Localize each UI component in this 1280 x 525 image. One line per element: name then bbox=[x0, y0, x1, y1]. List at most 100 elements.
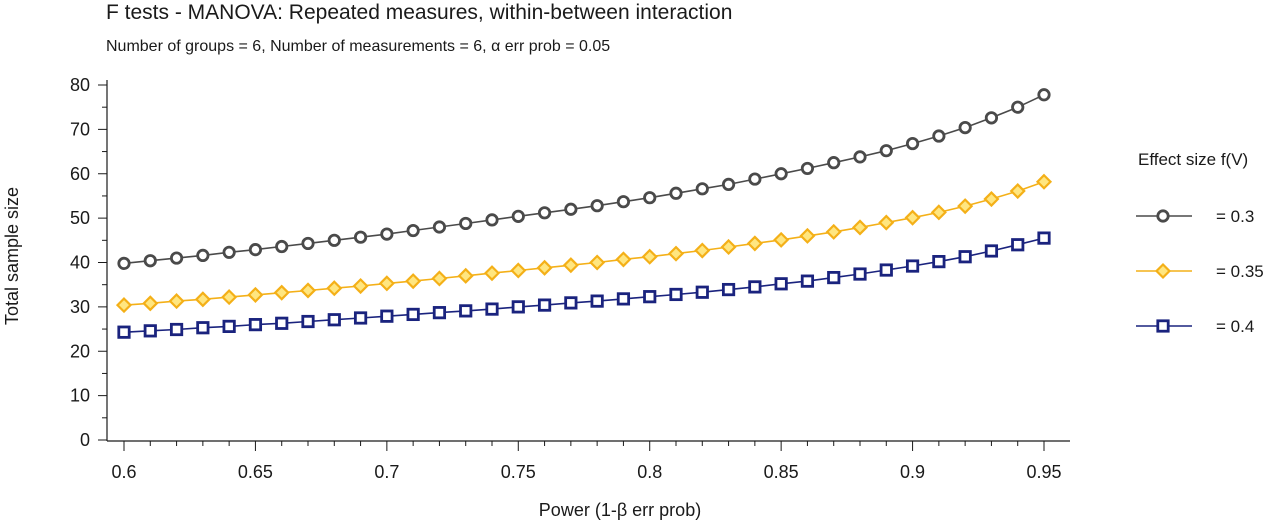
data-point bbox=[746, 235, 763, 252]
chart-title: F tests - MANOVA: Repeated measures, wit… bbox=[106, 1, 732, 24]
data-point bbox=[984, 111, 999, 125]
legend-label: = 0.4 bbox=[1216, 317, 1254, 336]
data-point bbox=[748, 172, 762, 186]
data-point bbox=[562, 257, 579, 274]
axes: 0 10 20 30 40 50 60 70 80 0.6 0.65 0.7 0.75 0.8 0.85 0.… bbox=[70, 75, 1070, 482]
data-point bbox=[169, 322, 184, 337]
y-tick-label: 60 bbox=[70, 164, 90, 184]
data-point bbox=[353, 230, 368, 244]
data-point bbox=[143, 254, 157, 268]
legend-title: Effect size f(V) bbox=[1138, 150, 1248, 169]
data-point bbox=[537, 206, 552, 220]
series-line bbox=[123, 94, 1045, 265]
y-tick-label: 50 bbox=[70, 208, 90, 228]
data-point bbox=[459, 304, 473, 318]
data-point bbox=[194, 291, 211, 308]
data-point bbox=[222, 245, 236, 259]
data-point bbox=[694, 242, 711, 259]
data-point bbox=[406, 307, 420, 322]
data-point bbox=[247, 286, 264, 303]
y-tick-label: 20 bbox=[70, 341, 90, 361]
data-point bbox=[774, 167, 788, 181]
data-point bbox=[932, 129, 946, 143]
data-point bbox=[643, 191, 657, 205]
x-tick-label: 0.95 bbox=[1026, 462, 1061, 482]
data-point bbox=[800, 274, 815, 288]
data-point bbox=[511, 209, 525, 223]
data-point bbox=[353, 311, 368, 325]
data-point bbox=[511, 300, 525, 314]
data-point bbox=[248, 243, 263, 257]
legend: Effect size f(V) = 0.3 = 0.35 = 0.4 bbox=[1136, 150, 1264, 336]
data-point bbox=[905, 136, 920, 151]
data-point bbox=[352, 277, 369, 295]
data-point bbox=[1035, 173, 1053, 190]
x-tick-label: 0.65 bbox=[238, 462, 273, 482]
data-point bbox=[825, 223, 842, 240]
data-point bbox=[1011, 100, 1025, 114]
data-point bbox=[485, 302, 499, 316]
data-point bbox=[431, 270, 448, 287]
data-point bbox=[853, 150, 867, 164]
x-axis-label: Power (1-β err prob) bbox=[539, 500, 701, 520]
data-point bbox=[932, 255, 946, 269]
data-point bbox=[1009, 183, 1026, 200]
data-point bbox=[799, 227, 816, 244]
data-point bbox=[641, 248, 658, 265]
data-point bbox=[327, 233, 341, 247]
data-point bbox=[248, 318, 263, 332]
legend-marker bbox=[1156, 319, 1170, 333]
x-tick-label: 0.9 bbox=[900, 462, 925, 482]
data-point bbox=[406, 223, 420, 238]
data-point bbox=[827, 156, 841, 170]
data-point bbox=[984, 244, 999, 258]
data-point bbox=[196, 248, 210, 262]
data-point bbox=[669, 186, 683, 200]
data-point bbox=[196, 321, 210, 335]
data-point bbox=[669, 287, 683, 302]
x-tick-label: 0.85 bbox=[764, 462, 799, 482]
data-point bbox=[168, 293, 185, 310]
data-point bbox=[774, 277, 788, 291]
data-point bbox=[301, 236, 315, 251]
data-point bbox=[564, 202, 578, 216]
legend-label: = 0.35 bbox=[1216, 262, 1264, 281]
legend-label: = 0.3 bbox=[1216, 207, 1254, 226]
series-line bbox=[123, 180, 1045, 306]
data-point bbox=[721, 177, 736, 191]
data-point bbox=[589, 254, 606, 271]
data-point bbox=[721, 282, 736, 297]
y-axis-label: Total sample size bbox=[2, 187, 22, 325]
x-tick-label: 0.6 bbox=[111, 462, 136, 482]
data-point bbox=[536, 259, 553, 276]
series-2 bbox=[115, 173, 1053, 314]
data-point bbox=[275, 239, 289, 254]
data-point bbox=[169, 251, 184, 265]
data-point bbox=[590, 199, 604, 213]
data-point bbox=[879, 144, 893, 158]
data-point bbox=[115, 297, 133, 314]
data-point bbox=[143, 324, 157, 338]
data-point bbox=[615, 251, 632, 268]
data-point bbox=[983, 190, 1000, 208]
data-point bbox=[904, 209, 921, 226]
data-point bbox=[720, 238, 737, 256]
data-point bbox=[299, 282, 317, 299]
data-point bbox=[380, 227, 394, 241]
x-tick-label: 0.8 bbox=[637, 462, 662, 482]
data-point bbox=[221, 289, 238, 306]
data-point bbox=[643, 290, 657, 304]
legend-marker bbox=[1154, 262, 1172, 280]
data-point bbox=[958, 250, 972, 264]
data-point bbox=[432, 220, 447, 234]
data-point bbox=[800, 161, 815, 176]
data-point bbox=[457, 267, 474, 284]
data-point bbox=[142, 295, 159, 312]
data-point bbox=[380, 309, 394, 323]
legend-item: = 0.4 bbox=[1136, 317, 1254, 336]
y-tick-label: 70 bbox=[70, 119, 90, 139]
data-point bbox=[405, 273, 422, 290]
y-tick-label: 80 bbox=[70, 75, 90, 95]
data-point bbox=[301, 314, 315, 329]
